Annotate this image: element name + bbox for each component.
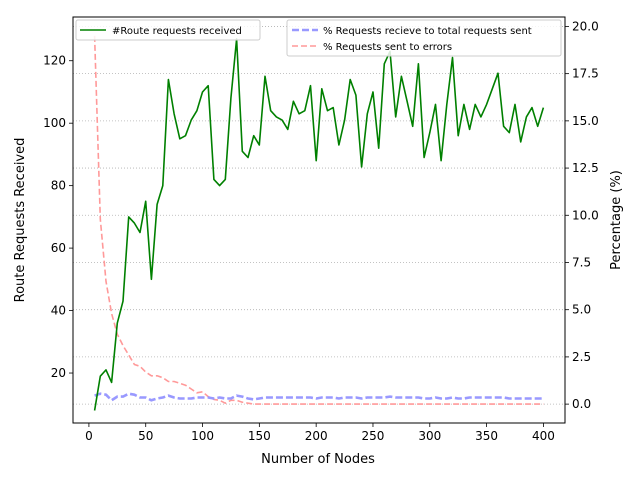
right-tick-label-5: 12.5 [572,161,599,175]
legend-left: #Route requests received [75,19,261,41]
x-tick-label-1: 50 [138,429,153,443]
left-tick-label-2: 60 [51,241,66,255]
left-tick-label-0: 20 [51,366,66,380]
right-tick-label-0: 0.0 [572,397,591,411]
left-tick-label-4: 100 [43,116,66,130]
series-layer [93,35,545,411]
x-tick-label-8: 400 [532,429,555,443]
x-tick-label-3: 150 [248,429,271,443]
left-axis-ticks: 20 40 60 80 100 120 [43,54,73,380]
left-tick-label-1: 40 [51,304,66,318]
legend-label-received-pct: % Requests recieve to total requests sen… [323,26,532,37]
x-tick-label-0: 0 [85,429,93,443]
x-tick-label-2: 100 [191,429,214,443]
x-tick-label-5: 250 [362,429,385,443]
legend-label-route-requests: #Route requests received [112,26,242,37]
right-tick-label-7: 17.5 [572,67,599,81]
series-line-errors-pct [93,35,544,405]
legend-right: % Requests recieve to total requests sen… [286,19,562,57]
x-tick-label-6: 300 [418,429,441,443]
x-axis-ticks: 0 50 100 150 200 250 300 350 400 [85,423,555,443]
legend-right-box [286,19,562,57]
right-tick-label-8: 20.0 [572,19,599,33]
left-tick-label-5: 120 [43,54,66,68]
left-tick-label-3: 80 [51,179,66,193]
right-tick-label-4: 10.0 [572,208,599,222]
series-line-route-requests [93,38,545,411]
x-axis-label: Number of Nodes [261,452,375,467]
right-axis-ticks: 0.0 2.5 5.0 7.5 10.0 12.5 15.0 17.5 20.0 [565,19,599,411]
right-tick-label-2: 5.0 [572,303,591,317]
legend-label-errors-pct: % Requests sent to errors [323,42,452,53]
legend-left-box [75,19,261,41]
right-tick-label-3: 7.5 [572,255,591,269]
x-tick-label-7: 350 [475,429,498,443]
plot-frame [72,16,566,424]
x-tick-label-4: 200 [305,429,328,443]
right-tick-label-6: 15.0 [572,114,599,128]
series-line-received-pct [94,392,544,402]
right-tick-label-1: 2.5 [572,350,591,364]
right-axis-label: Percentage (%) [609,170,624,270]
left-axis-label: Route Requests Received [13,138,28,303]
